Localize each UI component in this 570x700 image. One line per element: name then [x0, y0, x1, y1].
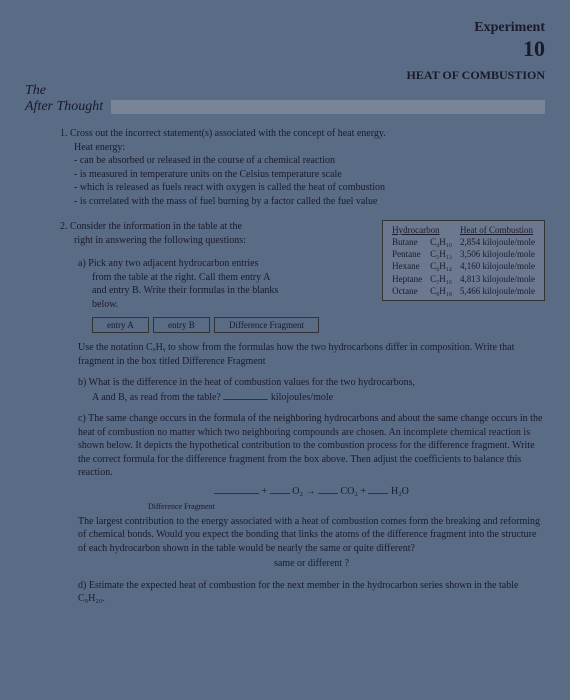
q1-lead: Heat energy: — [60, 141, 545, 155]
table-row: OctaneC₈H₁₈5,466 kilojoule/mole — [388, 285, 539, 297]
q1-b3: - which is released as fuels react with … — [60, 181, 545, 195]
after-thought-text: After Thought — [25, 99, 103, 115]
experiment-label: Experiment — [25, 20, 545, 36]
q2c-p2: The largest contribution to the energy a… — [78, 515, 545, 556]
eq-label: Difference Fragment — [78, 502, 545, 513]
q2a-letter: a) — [78, 258, 86, 269]
experiment-number: 10 — [25, 36, 545, 62]
diff-fragment-box: Difference Fragment — [214, 317, 319, 333]
blank-fill — [223, 390, 268, 400]
q2b-l2: A and B, as read from the table? kilojou… — [78, 390, 545, 405]
q1-intro: Cross out the incorrect statement(s) ass… — [70, 128, 386, 139]
q2d: d) Estimate the expected heat of combust… — [60, 579, 545, 606]
hydrocarbon-table: Hydrocarbon Heat of Combustion ButaneC₄H… — [382, 220, 545, 301]
q2d-letter: d) — [78, 580, 86, 591]
question-2: Hydrocarbon Heat of Combustion ButaneC₄H… — [60, 220, 545, 606]
table-row: HexaneC₆H₁₄4,160 kilojoule/mole — [388, 260, 539, 272]
blank-fill — [270, 484, 290, 494]
q2c-choice: same or different ? — [78, 557, 545, 571]
q1-number: 1. — [60, 128, 68, 139]
header-band — [111, 100, 545, 114]
q1-b1: - can be absorbed or released in the cou… — [60, 154, 545, 168]
header: Experiment 10 HEAT OF COMBUSTION — [25, 20, 545, 83]
after-thought-row: After Thought — [25, 99, 545, 115]
q2b-l1: What is the difference in the heat of co… — [89, 377, 415, 388]
blank-fill — [214, 484, 259, 494]
q1-b2: - is measured in temperature units on th… — [60, 168, 545, 182]
question-1: 1. Cross out the incorrect statement(s) … — [60, 127, 545, 208]
blank-fill — [318, 484, 338, 494]
table-row: PentaneC₅H₁₂3,506 kilojoule/mole — [388, 248, 539, 260]
entry-a-box: entry A — [92, 317, 149, 333]
q2c: c) The same change occurs in the formula… — [60, 412, 545, 571]
q2b-letter: b) — [78, 377, 86, 388]
q2a-p2: Use the notation CₓHᵧ to show from the f… — [60, 341, 545, 368]
table-header-2: Heat of Combustion — [456, 224, 539, 236]
entry-b-box: entry B — [153, 317, 210, 333]
q2-intro1: Consider the information in the table at… — [70, 221, 242, 232]
content: 1. Cross out the incorrect statement(s) … — [25, 127, 545, 606]
equation: + O₂ → CO₂ + H₂O — [78, 484, 545, 499]
q1-b4: - is correlated with the mass of fuel bu… — [60, 195, 545, 209]
q2c-p1: The same change occurs in the formula of… — [78, 413, 542, 478]
blank-fill — [368, 484, 388, 494]
table-row: HeptaneC₇H₁₆4,813 kilojoule/mole — [388, 273, 539, 285]
q2d-text: Estimate the expected heat of combustion… — [78, 580, 518, 605]
q2b: b) What is the difference in the heat of… — [60, 376, 545, 404]
table-header-1: Hydrocarbon — [388, 224, 456, 236]
experiment-title: HEAT OF COMBUSTION — [25, 68, 545, 83]
the-label: The — [25, 83, 545, 99]
table-row: ButaneC₄H₁₀2,854 kilojoule/mole — [388, 236, 539, 248]
q2-number: 2. — [60, 221, 68, 232]
q2c-letter: c) — [78, 413, 86, 424]
q2a-l1: Pick any two adjacent hydrocarbon entrie… — [88, 258, 258, 269]
entry-boxes: entry A entry B Difference Fragment — [60, 317, 545, 333]
